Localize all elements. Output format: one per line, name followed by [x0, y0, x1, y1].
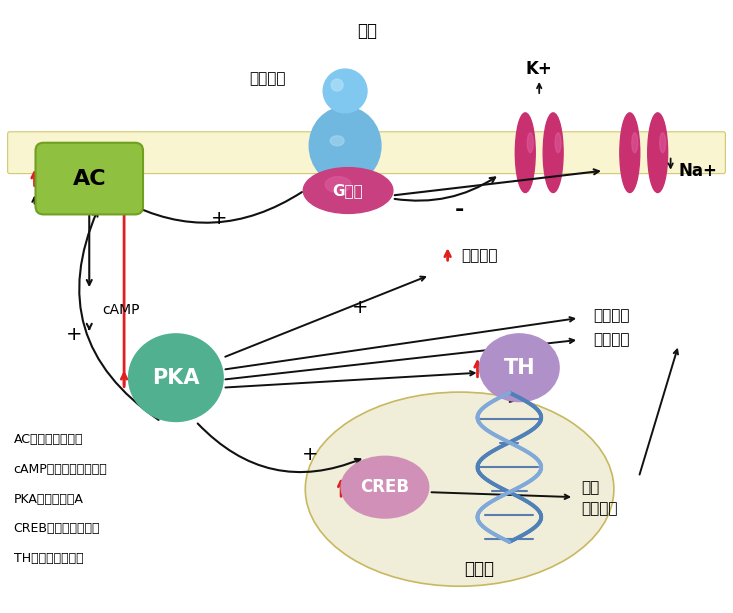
Text: 过程改变: 过程改变: [593, 332, 630, 348]
Ellipse shape: [305, 392, 614, 586]
Ellipse shape: [527, 133, 533, 153]
Text: +: +: [210, 209, 227, 228]
Text: 改变: 改变: [581, 480, 600, 495]
FancyBboxPatch shape: [7, 132, 726, 173]
Ellipse shape: [341, 456, 429, 518]
Text: -: -: [455, 200, 464, 221]
Text: CREB：转录调控蛋白: CREB：转录调控蛋白: [14, 522, 100, 536]
Ellipse shape: [479, 334, 559, 402]
Text: +: +: [352, 299, 368, 318]
Text: +: +: [302, 445, 319, 464]
Text: TH: TH: [504, 358, 535, 378]
Text: 阿片: 阿片: [357, 22, 377, 40]
Text: 阿片受体: 阿片受体: [249, 72, 285, 86]
Text: AC: AC: [73, 169, 106, 189]
Text: cAMP：环腺苷酸１磷酸: cAMP：环腺苷酸１磷酸: [14, 463, 107, 476]
FancyBboxPatch shape: [35, 143, 143, 215]
Text: Na+: Na+: [679, 162, 718, 180]
Ellipse shape: [543, 113, 563, 192]
Text: 基因表达: 基因表达: [581, 501, 617, 517]
Text: PKA：蛋白激酶A: PKA：蛋白激酶A: [14, 493, 84, 506]
Ellipse shape: [128, 334, 223, 422]
Ellipse shape: [555, 133, 561, 153]
Ellipse shape: [620, 113, 640, 192]
Text: 细胞核: 细胞核: [465, 560, 495, 578]
Text: K+: K+: [526, 60, 553, 78]
Text: CREB: CREB: [361, 478, 410, 496]
Ellipse shape: [515, 113, 535, 192]
Ellipse shape: [330, 135, 344, 146]
Text: +: +: [66, 326, 83, 345]
Text: PKA: PKA: [152, 368, 199, 387]
Text: G蛋白: G蛋白: [333, 183, 364, 198]
Ellipse shape: [632, 133, 638, 153]
Ellipse shape: [325, 177, 351, 192]
Text: TH：酰氨酸羟化酶: TH：酰氨酸羟化酶: [14, 552, 84, 565]
Ellipse shape: [648, 113, 668, 192]
Ellipse shape: [309, 107, 381, 185]
Text: 细胞代谢: 细胞代谢: [593, 308, 630, 324]
Ellipse shape: [331, 79, 343, 91]
Text: 电兴奋性: 电兴奋性: [462, 248, 498, 263]
Ellipse shape: [303, 167, 393, 213]
Text: cAMP: cAMP: [103, 303, 140, 317]
Ellipse shape: [660, 133, 666, 153]
Text: AC：腺苷酸环化酶: AC：腺苷酸环化酶: [14, 433, 83, 446]
Ellipse shape: [323, 69, 367, 113]
